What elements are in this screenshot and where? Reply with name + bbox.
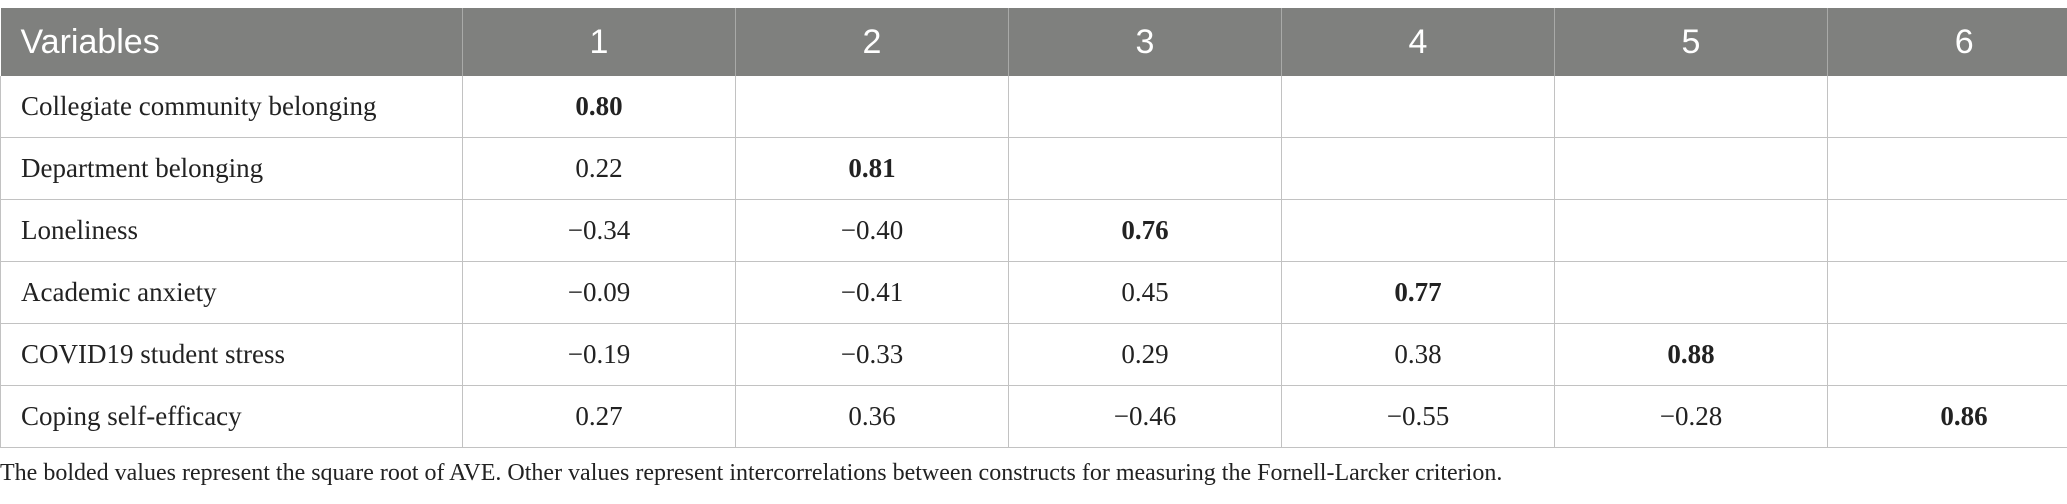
table-cell [1554, 261, 1828, 324]
table-cell: 0.27 [462, 385, 736, 448]
header-cell-2: 2 [735, 8, 1009, 76]
table-cell [1827, 323, 2067, 386]
correlation-table-container: Variables 1 2 3 4 5 6 Collegiate communi… [0, 8, 2067, 448]
row-label: Loneliness [0, 199, 463, 262]
table-cell: 0.22 [462, 137, 736, 200]
table-cell: −0.28 [1554, 385, 1828, 448]
row-label: Department belonging [0, 137, 463, 200]
table-cell [1008, 76, 1282, 138]
table-cell: 0.45 [1008, 261, 1282, 324]
table-cell [1008, 137, 1282, 200]
table-row: Collegiate community belonging 0.80 [0, 76, 2067, 138]
table-cell [1827, 261, 2067, 324]
table-cell [1827, 76, 2067, 138]
table-cell: −0.19 [462, 323, 736, 386]
table-cell: −0.09 [462, 261, 736, 324]
table-row: Department belonging 0.22 0.81 [0, 137, 2067, 200]
table-cell: 0.29 [1008, 323, 1282, 386]
table-cell [735, 76, 1009, 138]
table-cell: −0.55 [1281, 385, 1555, 448]
table-cell: −0.33 [735, 323, 1009, 386]
row-label: Collegiate community belonging [0, 76, 463, 138]
table-row: Loneliness −0.34 −0.40 0.76 [0, 199, 2067, 262]
table-cell [1554, 137, 1828, 200]
table-cell: 0.86 [1827, 385, 2067, 448]
header-cell-4: 4 [1281, 8, 1555, 76]
table-cell: −0.34 [462, 199, 736, 262]
table-row: Coping self-efficacy 0.27 0.36 −0.46 −0.… [0, 385, 2067, 448]
correlation-table: Variables 1 2 3 4 5 6 Collegiate communi… [0, 8, 2067, 448]
table-row: Academic anxiety −0.09 −0.41 0.45 0.77 [0, 261, 2067, 324]
table-cell [1281, 137, 1555, 200]
header-cell-5: 5 [1554, 8, 1828, 76]
table-cell [1554, 199, 1828, 262]
header-cell-6: 6 [1827, 8, 2067, 76]
row-label: Coping self-efficacy [0, 385, 463, 448]
table-cell: 0.81 [735, 137, 1009, 200]
table-cell: 0.88 [1554, 323, 1828, 386]
table-cell [1554, 76, 1828, 138]
table-cell: 0.80 [462, 76, 736, 138]
table-cell: −0.46 [1008, 385, 1282, 448]
table-cell: 0.77 [1281, 261, 1555, 324]
table-row: COVID19 student stress −0.19 −0.33 0.29 … [0, 323, 2067, 386]
table-body: Collegiate community belonging 0.80 Depa… [0, 76, 2067, 448]
table-cell: 0.38 [1281, 323, 1555, 386]
row-label: Academic anxiety [0, 261, 463, 324]
table-footnote: The bolded values represent the square r… [0, 460, 1503, 486]
table-cell: −0.41 [735, 261, 1009, 324]
table-cell [1281, 199, 1555, 262]
table-cell [1281, 76, 1555, 138]
header-cell-1: 1 [462, 8, 736, 76]
row-label: COVID19 student stress [0, 323, 463, 386]
table-cell: −0.40 [735, 199, 1009, 262]
table-header: Variables 1 2 3 4 5 6 [0, 8, 2067, 76]
table-cell [1827, 199, 2067, 262]
header-row: Variables 1 2 3 4 5 6 [0, 8, 2067, 76]
table-cell: 0.36 [735, 385, 1009, 448]
table-cell: 0.76 [1008, 199, 1282, 262]
table-cell [1827, 137, 2067, 200]
header-cell-3: 3 [1008, 8, 1282, 76]
header-cell-variables: Variables [0, 8, 463, 76]
